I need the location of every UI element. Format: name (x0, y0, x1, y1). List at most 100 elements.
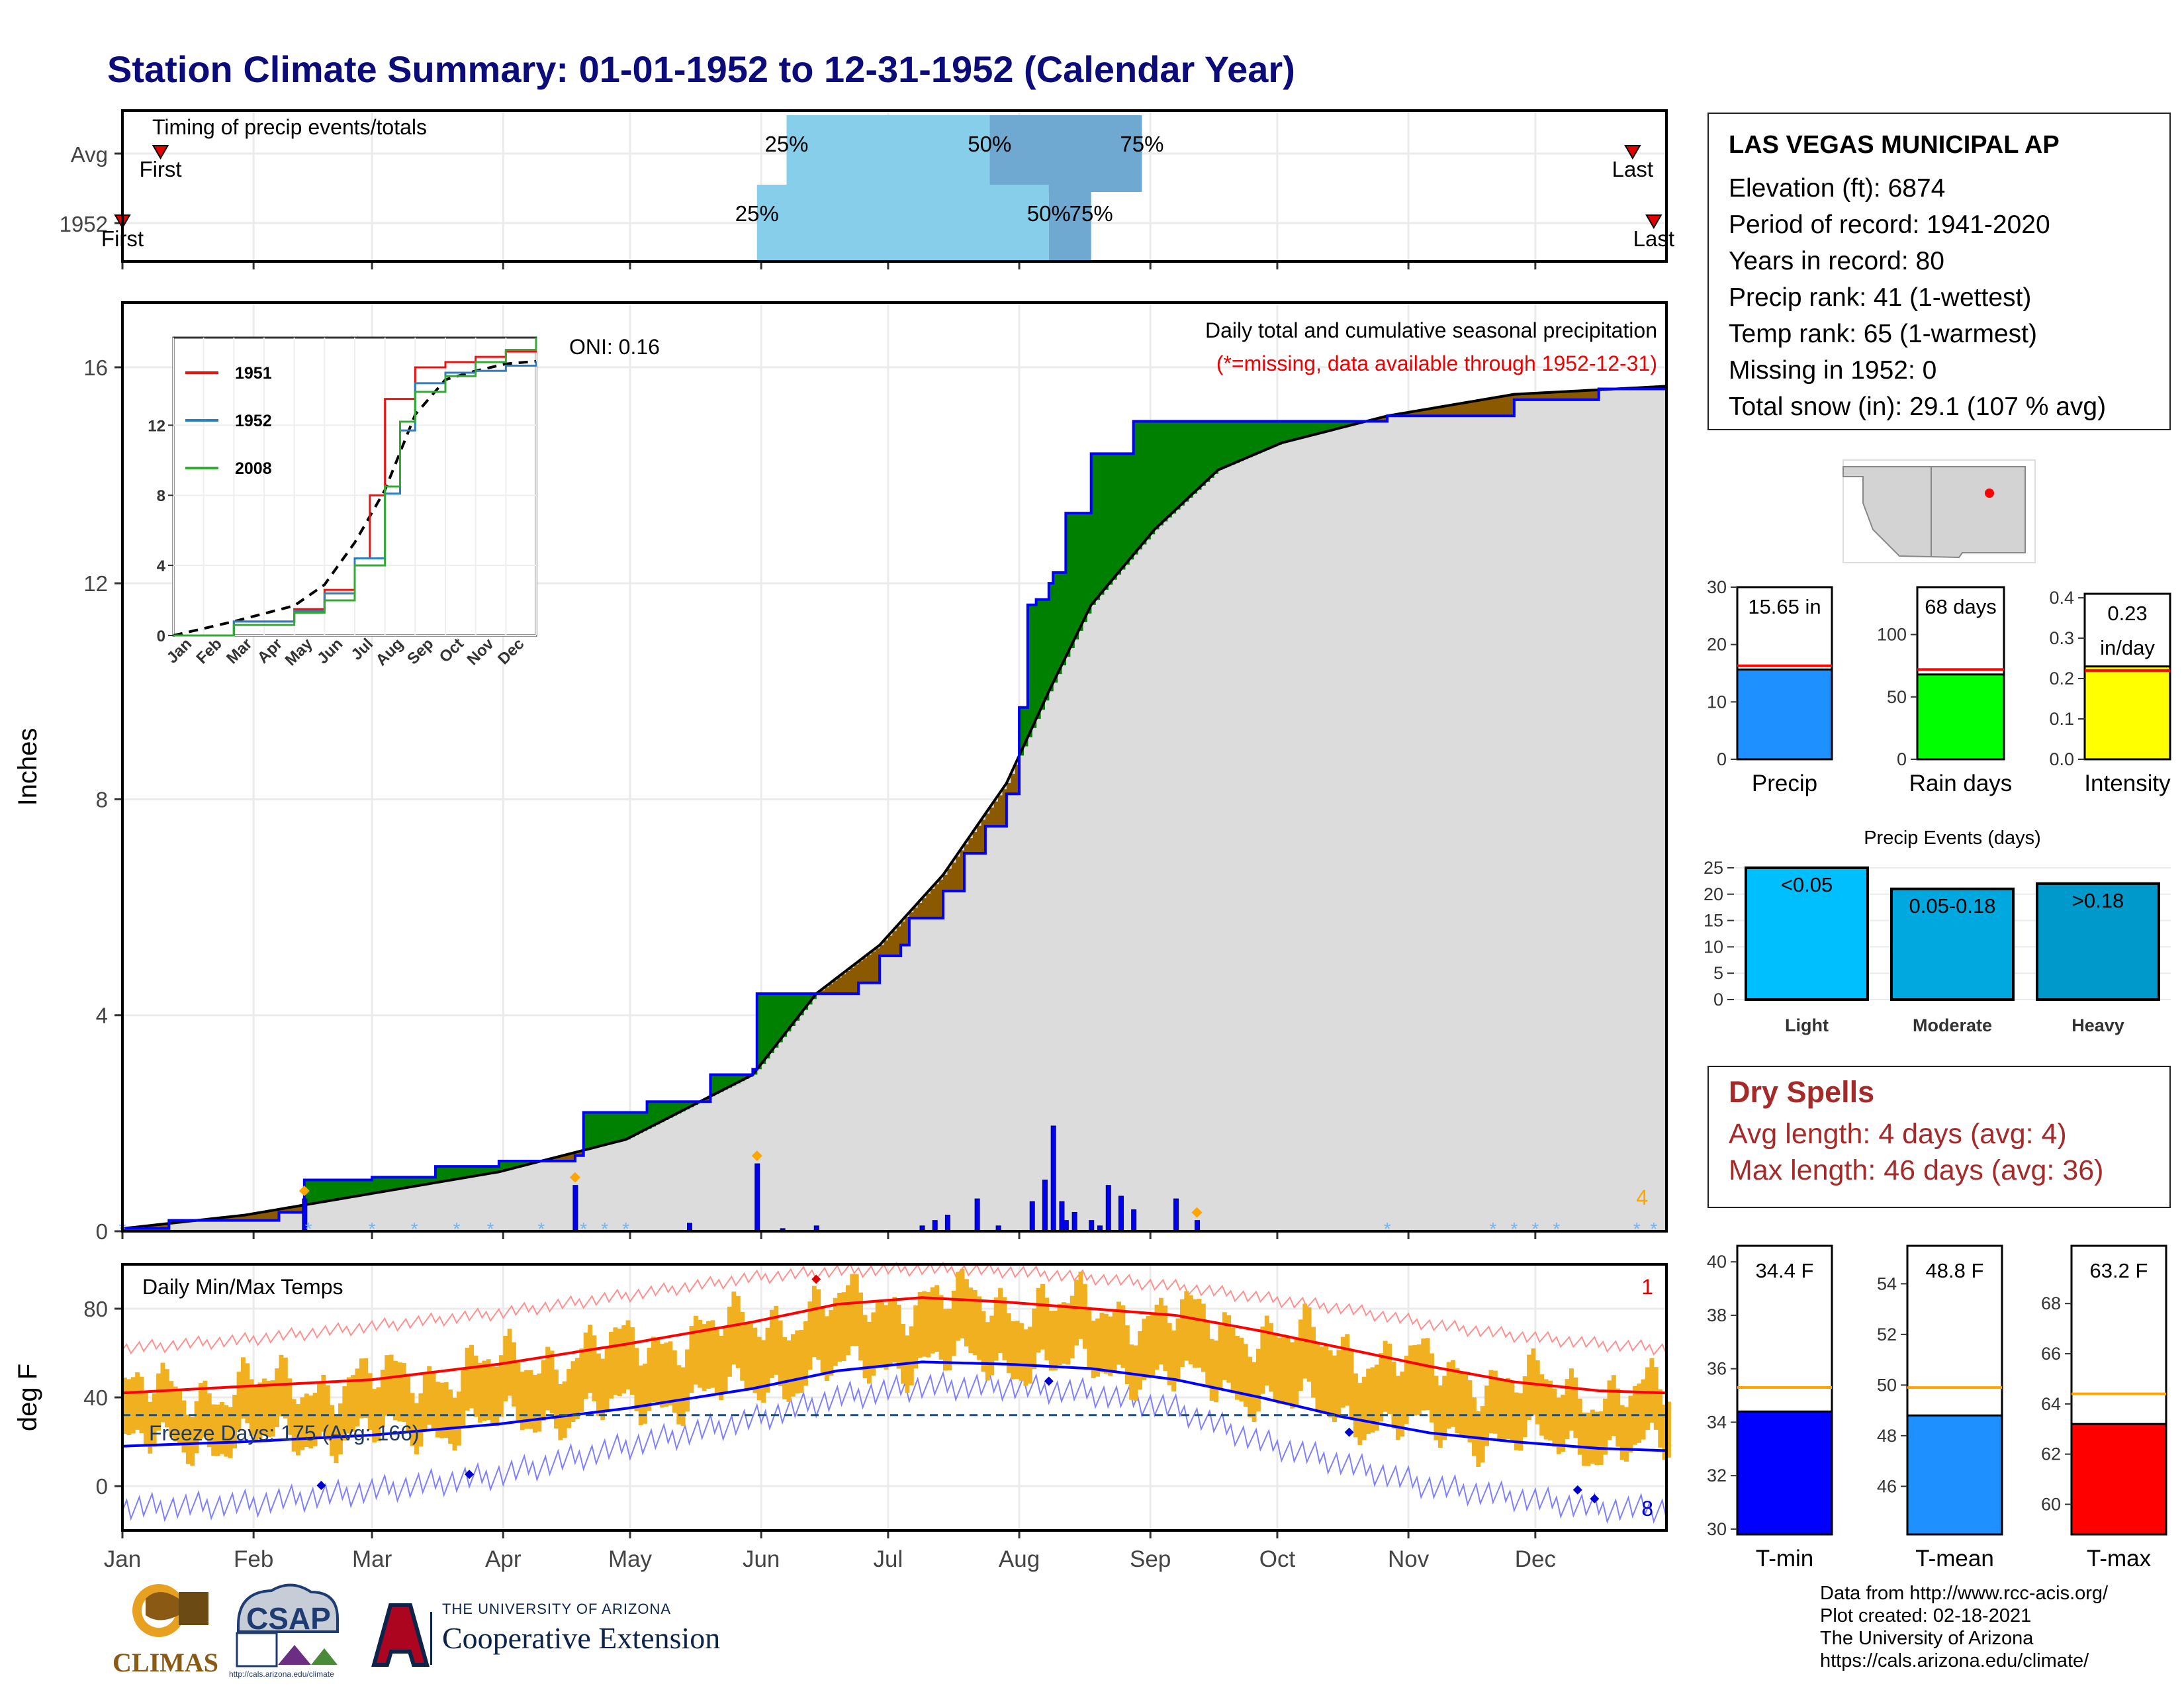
rain-days-y-tick-label: 100 (1877, 625, 1907, 645)
temp-daily-bar (1603, 1398, 1608, 1455)
events-category-light: Light (1785, 1015, 1829, 1035)
temp-daily-bar (448, 1389, 453, 1444)
temp-daily-bar (866, 1321, 872, 1384)
events-bar-moderate (1890, 887, 2015, 1002)
t-mean-bar (1906, 1414, 2003, 1536)
precip-anomaly-fill (1061, 572, 1066, 666)
temp-daily-bar (811, 1286, 817, 1358)
temp-daily-bar (401, 1362, 406, 1423)
precip-anomaly-fill (676, 1102, 682, 1114)
temp-daily-bar (583, 1333, 588, 1399)
precip-anomaly-fill (355, 1180, 360, 1197)
temp-daily-bar (723, 1328, 728, 1394)
month-label-Nov: Nov (1388, 1546, 1430, 1572)
precip-anomaly-fill (275, 1209, 280, 1221)
temp-daily-bar (1666, 1401, 1671, 1458)
precip-daily-bar (932, 1220, 938, 1232)
temp-daily-bar (1061, 1302, 1066, 1364)
temp-daily-bar (1285, 1336, 1291, 1404)
temp-daily-bar (896, 1305, 901, 1369)
temp-daily-bar (714, 1328, 719, 1395)
precip-anomaly-fill (854, 964, 859, 994)
precip-anomaly-fill (553, 1158, 559, 1161)
temp-daily-bar (1138, 1331, 1142, 1390)
timing-title: Timing of precip events/totals (152, 115, 427, 139)
temp-daily-bar (1598, 1411, 1604, 1465)
events-y-tick-label: 5 (1713, 963, 1723, 983)
precip-anomaly-fill (1171, 421, 1177, 514)
t-max-title: T-max (2087, 1546, 2152, 1571)
temp-daily-bar (558, 1383, 563, 1440)
precip-anomaly-fill (1319, 421, 1324, 434)
precip-anomaly-fill (1573, 391, 1578, 400)
precip-anomaly-fill (769, 994, 774, 1053)
precip-anomaly-fill (1437, 407, 1443, 416)
precip-anomaly-fill (486, 1166, 491, 1174)
temp-daily-bar (698, 1319, 703, 1388)
temp-record-marker (316, 1481, 326, 1490)
intensity-value-label: 0.23 (2107, 602, 2147, 625)
temp-daily-bar (1366, 1368, 1371, 1434)
temp-daily-bar (1112, 1310, 1117, 1372)
events-category-moderate: Moderate (1913, 1015, 1992, 1035)
precip-anomaly-fill (1112, 453, 1117, 580)
t-mean-y-tick-label: 46 (1877, 1476, 1897, 1496)
precip-anomaly-fill (232, 1216, 238, 1221)
dry-spells-box: Dry Spells Avg length: 4 days (avg: 4) M… (1707, 1066, 2171, 1208)
precip-anomaly-fill (943, 874, 948, 892)
temp-daily-bar (1066, 1303, 1071, 1365)
precip-anomaly-fill (367, 1180, 373, 1194)
temp-daily-bar (1332, 1355, 1337, 1423)
precip-anomaly-fill (503, 1160, 508, 1171)
precip-anomaly-fill (1201, 421, 1206, 486)
t-mean-y-tick-label: 54 (1877, 1274, 1897, 1293)
precip-anomaly-fill (325, 1180, 330, 1201)
temp-daily-bar (1404, 1356, 1409, 1425)
temp-daily-bar (1006, 1313, 1011, 1374)
events-bar-light (1745, 866, 1869, 1002)
temp-daily-bar (947, 1309, 952, 1371)
temp-daily-bar (549, 1350, 555, 1414)
temp-daily-bar (283, 1357, 288, 1419)
timing-label-50: 50% (1027, 201, 1071, 226)
precip-average-line (122, 385, 1667, 1230)
precip-anomaly-fill (807, 994, 813, 1005)
temp-daily-bar (1230, 1327, 1236, 1393)
precip-anomaly-fill (934, 884, 940, 918)
precip-anomaly-fill (825, 987, 830, 994)
timing-last-label: Last (1612, 157, 1653, 181)
temp-daily-bar (152, 1393, 157, 1447)
temp-y-tick-label: 40 (83, 1385, 108, 1410)
temp-daily-bar (1395, 1376, 1400, 1440)
temp-daily-bar (799, 1329, 804, 1393)
timing-first-label: First (139, 157, 181, 181)
precip-anomaly-fill (1569, 391, 1574, 400)
temp-record-marker (1044, 1376, 1054, 1386)
precip-extreme-marker (1191, 1207, 1203, 1218)
temp-daily-bar (562, 1381, 567, 1438)
temp-daily-bar (1124, 1325, 1130, 1385)
temp-daily-bar (1649, 1358, 1655, 1423)
temp-daily-bar (418, 1393, 424, 1447)
precip-anomaly-fill (164, 1223, 169, 1229)
precip-anomaly-fill (1002, 789, 1007, 827)
precip-anomaly-fill (1205, 421, 1210, 482)
precip-anomaly-fill (1032, 604, 1037, 728)
climas-logo-text: CLIMAS (113, 1648, 219, 1677)
t-min-y-tick-label: 36 (1707, 1359, 1727, 1379)
precip-anomaly-fill (270, 1211, 275, 1221)
precip-anomaly-fill (406, 1177, 411, 1188)
temp-daily-bar (1239, 1337, 1244, 1402)
temp-daily-bar (308, 1395, 314, 1449)
precip-anomaly-fill (972, 831, 978, 854)
temp-daily-bar (833, 1297, 838, 1366)
temp-daily-bar (1201, 1303, 1206, 1372)
temp-daily-bar (1361, 1376, 1367, 1440)
precip-anomaly-fill (765, 994, 770, 1058)
precip-anomaly-fill (896, 926, 901, 956)
precip-anomaly-fill (956, 856, 961, 892)
logo-strip (132, 1583, 432, 1667)
temp-daily-bar (1044, 1297, 1050, 1360)
station-location-marker (1985, 489, 1994, 498)
